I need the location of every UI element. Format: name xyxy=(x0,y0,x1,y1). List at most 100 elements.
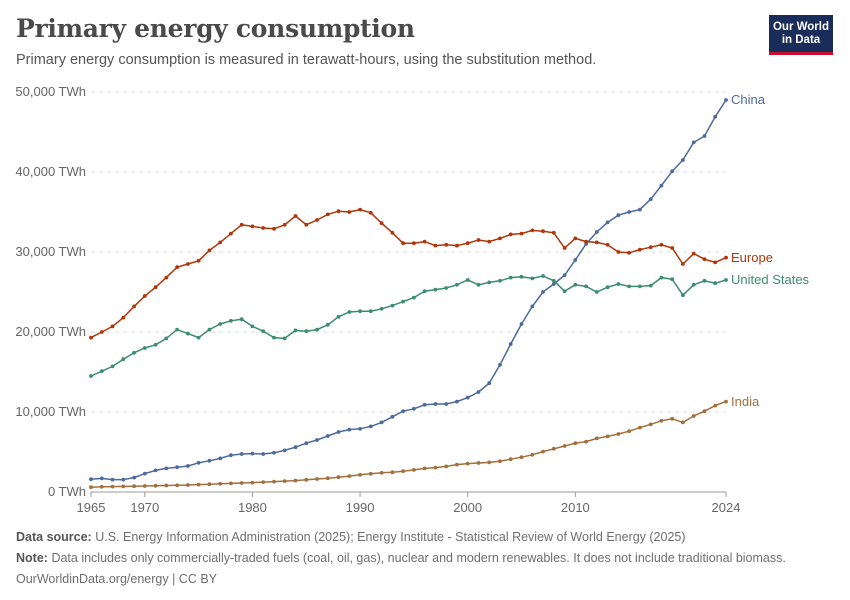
data-point[interactable] xyxy=(325,212,330,217)
data-point[interactable] xyxy=(250,324,255,329)
data-point[interactable] xyxy=(282,336,287,341)
data-point[interactable] xyxy=(487,280,492,285)
data-point[interactable] xyxy=(702,409,707,414)
data-point[interactable] xyxy=(455,462,459,467)
data-point[interactable] xyxy=(272,226,276,231)
data-point[interactable] xyxy=(422,402,427,407)
data-point[interactable] xyxy=(229,231,233,236)
data-point[interactable] xyxy=(476,390,481,394)
data-point[interactable] xyxy=(390,303,395,308)
data-point[interactable] xyxy=(110,477,115,482)
data-point[interactable] xyxy=(196,258,201,263)
data-point[interactable] xyxy=(681,262,685,266)
data-point[interactable] xyxy=(89,374,93,378)
data-point[interactable] xyxy=(121,357,126,362)
data-point[interactable] xyxy=(401,469,405,474)
data-point[interactable] xyxy=(239,481,244,485)
data-point[interactable] xyxy=(121,315,126,320)
data-point[interactable] xyxy=(508,457,513,462)
data-point[interactable] xyxy=(605,434,610,439)
data-point[interactable] xyxy=(89,485,93,490)
data-point[interactable] xyxy=(325,434,330,438)
data-point[interactable] xyxy=(724,98,728,102)
data-point[interactable] xyxy=(239,317,244,322)
series-line[interactable] xyxy=(90,99,727,481)
data-point[interactable] xyxy=(444,286,449,290)
data-point[interactable] xyxy=(412,406,416,411)
data-point[interactable] xyxy=(670,416,675,421)
data-point[interactable] xyxy=(530,276,535,281)
data-point[interactable] xyxy=(465,461,470,466)
data-point[interactable] xyxy=(659,242,664,247)
data-point[interactable] xyxy=(207,458,212,463)
data-point[interactable] xyxy=(691,140,696,145)
data-point[interactable] xyxy=(638,425,642,430)
data-point[interactable] xyxy=(110,324,115,329)
data-point[interactable] xyxy=(681,420,685,425)
data-point[interactable] xyxy=(530,304,535,309)
data-point[interactable] xyxy=(638,247,642,252)
data-point[interactable] xyxy=(519,455,524,460)
data-point[interactable] xyxy=(358,426,362,431)
data-point[interactable] xyxy=(379,420,384,425)
data-point[interactable] xyxy=(412,468,416,472)
series-line[interactable] xyxy=(90,275,727,377)
data-point[interactable] xyxy=(584,284,588,289)
data-point[interactable] xyxy=(218,481,223,486)
data-point[interactable] xyxy=(616,213,621,218)
data-point[interactable] xyxy=(250,480,255,485)
data-point[interactable] xyxy=(702,257,707,262)
data-point[interactable] xyxy=(272,450,276,455)
data-point[interactable] xyxy=(164,336,169,341)
data-point[interactable] xyxy=(153,285,158,290)
data-point[interactable] xyxy=(186,262,190,266)
data-point[interactable] xyxy=(336,430,341,434)
data-point[interactable] xyxy=(261,480,266,484)
data-point[interactable] xyxy=(207,248,212,253)
data-point[interactable] xyxy=(368,471,373,476)
data-point[interactable] xyxy=(336,314,341,319)
data-point[interactable] xyxy=(196,460,201,465)
data-point[interactable] xyxy=(691,251,696,256)
data-point[interactable] xyxy=(476,238,481,242)
data-point[interactable] xyxy=(347,310,352,314)
data-point[interactable] xyxy=(487,460,492,465)
data-point[interactable] xyxy=(315,327,319,332)
data-point[interactable] xyxy=(282,222,287,227)
data-point[interactable] xyxy=(551,278,556,283)
data-point[interactable] xyxy=(368,210,373,215)
data-point[interactable] xyxy=(594,436,599,441)
data-point[interactable] xyxy=(616,432,621,436)
data-point[interactable] xyxy=(551,282,556,286)
data-point[interactable] xyxy=(702,278,707,283)
data-point[interactable] xyxy=(713,114,718,119)
data-point[interactable] xyxy=(594,240,599,245)
data-point[interactable] xyxy=(444,464,449,469)
series-label[interactable]: Europe xyxy=(731,250,773,265)
data-point[interactable] xyxy=(99,330,104,334)
data-point[interactable] xyxy=(465,395,470,400)
data-point[interactable] xyxy=(293,478,298,483)
data-point[interactable] xyxy=(379,221,384,226)
data-point[interactable] xyxy=(401,409,405,414)
data-point[interactable] xyxy=(530,228,535,233)
data-point[interactable] xyxy=(164,483,169,488)
data-point[interactable] xyxy=(175,265,180,270)
data-point[interactable] xyxy=(121,477,126,482)
series-label[interactable]: China xyxy=(731,92,766,107)
data-point[interactable] xyxy=(89,477,93,482)
data-point[interactable] xyxy=(272,335,276,340)
data-point[interactable] xyxy=(282,448,287,453)
data-point[interactable] xyxy=(648,422,653,427)
data-point[interactable] xyxy=(412,295,416,300)
data-point[interactable] xyxy=(142,484,147,488)
data-point[interactable] xyxy=(422,289,427,294)
data-point[interactable] xyxy=(433,402,438,406)
data-point[interactable] xyxy=(110,364,115,369)
data-point[interactable] xyxy=(605,242,610,247)
data-point[interactable] xyxy=(358,472,362,477)
data-point[interactable] xyxy=(455,282,459,287)
data-point[interactable] xyxy=(261,452,266,456)
data-point[interactable] xyxy=(573,236,578,241)
data-point[interactable] xyxy=(207,482,212,487)
